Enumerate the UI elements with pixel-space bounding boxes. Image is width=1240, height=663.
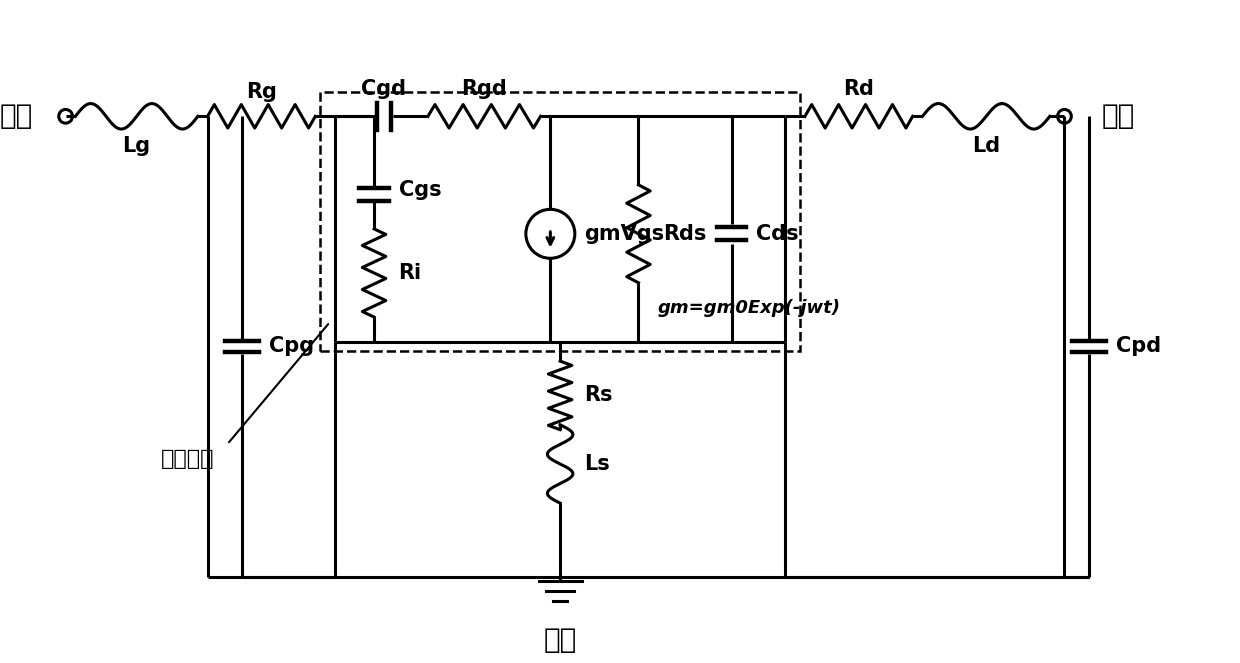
Bar [320,91,800,351]
Text: Lg: Lg [123,136,151,156]
Text: Cds: Cds [756,224,799,244]
Text: 本征网络: 本征网络 [161,449,215,469]
Text: Cpd: Cpd [1116,336,1162,357]
Text: Cgs: Cgs [398,180,441,200]
Text: 源极: 源极 [543,627,577,654]
Text: Rgd: Rgd [461,79,507,99]
Text: Rds: Rds [663,224,707,244]
Text: Cgd: Cgd [361,79,407,99]
Text: Ls: Ls [584,454,610,474]
Text: gm=gm0Exp(-jwt): gm=gm0Exp(-jwt) [658,299,841,317]
Text: Ri: Ri [398,263,422,283]
Text: Rg: Rg [246,82,277,102]
Text: Cpg: Cpg [269,336,315,357]
Text: 削极: 削极 [0,102,33,131]
Text: 漏极: 漏极 [1101,102,1135,131]
Text: Rd: Rd [843,79,874,99]
Text: Ld: Ld [972,136,1001,156]
Text: gmVgs: gmVgs [584,224,665,244]
Text: Rs: Rs [584,385,613,405]
